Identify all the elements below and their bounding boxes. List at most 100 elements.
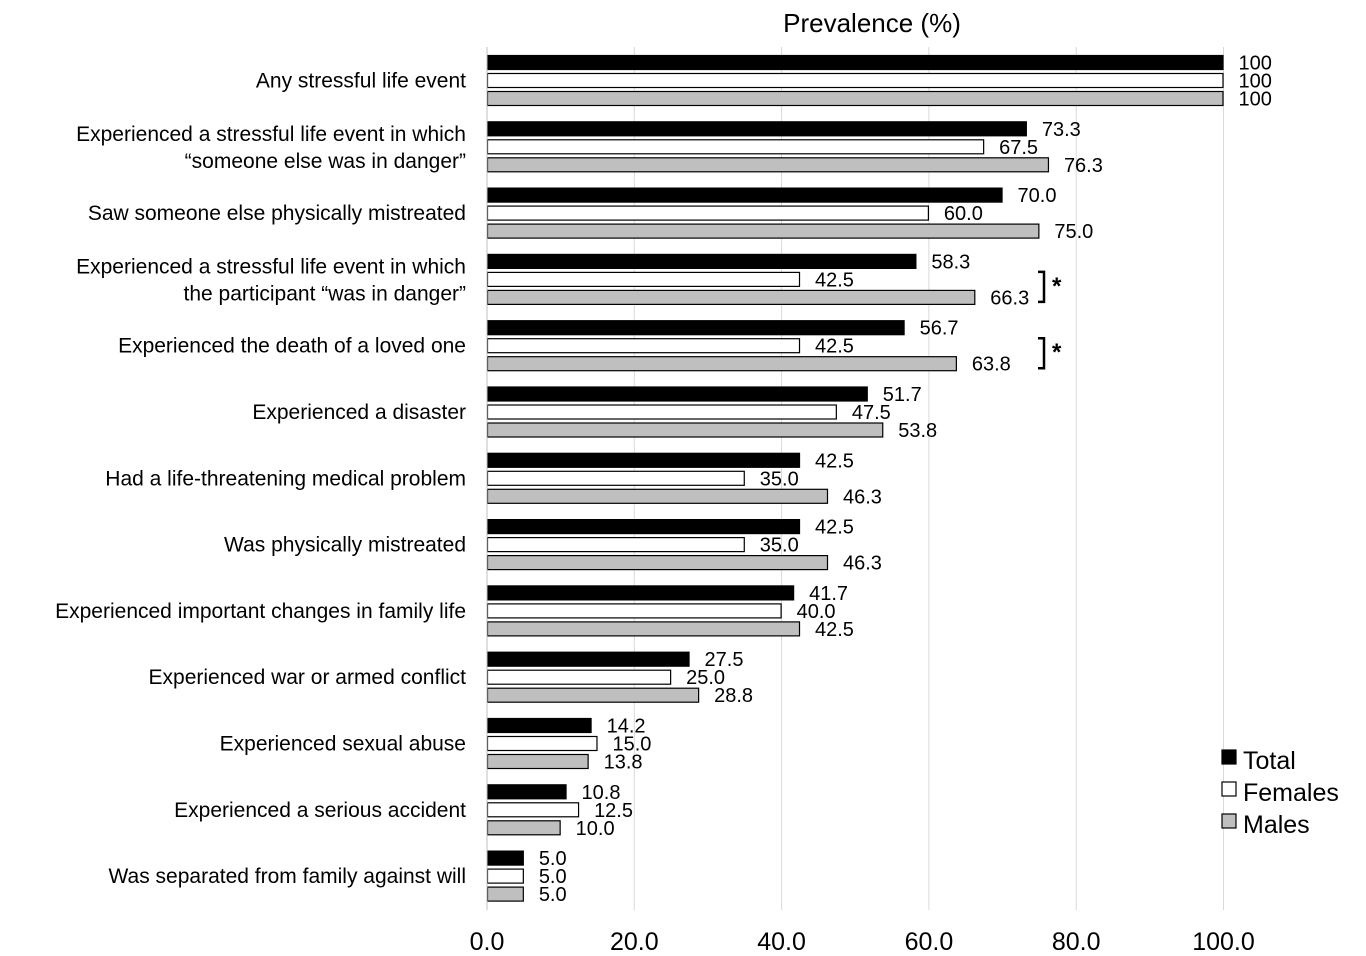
bars-layer (486, 54, 1224, 902)
category-label: Was physically mistreated (224, 534, 466, 557)
value-label-males: 76.3 (1064, 155, 1103, 177)
bar-males (486, 621, 801, 637)
value-label-males: 75.0 (1054, 221, 1093, 243)
category-label: Had a life-threatening medical problem (105, 467, 466, 490)
value-label-females: 5.0 (539, 866, 567, 888)
bar-males (486, 820, 561, 836)
value-label-females: 35.0 (760, 535, 799, 557)
bar-total (486, 253, 917, 269)
bar-males (486, 223, 1040, 239)
bar-males (486, 886, 524, 902)
bar-total (486, 54, 1224, 71)
value-label-females: 25.0 (686, 667, 725, 689)
category-label: Any stressful life event (256, 70, 466, 93)
value-label-total: 51.7 (883, 384, 922, 406)
value-label-females: 60.0 (944, 203, 983, 225)
bar-females (486, 536, 745, 553)
bar-males (486, 157, 1050, 173)
value-label-total: 10.8 (582, 782, 621, 804)
value-label-total: 100 (1239, 53, 1272, 75)
value-label-males: 13.8 (604, 752, 643, 774)
bar-females (486, 735, 598, 752)
category-label: Experienced a stressful life event in wh… (76, 123, 466, 173)
value-label-total: 27.5 (705, 649, 744, 671)
x-tick-label: 100.0 (1192, 928, 1255, 956)
bar-males (486, 422, 884, 438)
bar-females (486, 72, 1224, 89)
x-tick-label: 40.0 (757, 928, 806, 956)
value-label-females: 67.5 (999, 137, 1038, 159)
bar-males (486, 753, 589, 770)
value-label-females: 42.5 (815, 269, 854, 291)
legend-label-females: Females (1243, 779, 1339, 807)
value-label-females: 40.0 (797, 601, 836, 623)
bar-males (486, 356, 957, 372)
value-label-males: 46.3 (843, 553, 882, 575)
value-label-total: 70.0 (1018, 185, 1057, 207)
bar-total (486, 717, 592, 734)
x-tick-label: 0.0 (470, 928, 505, 956)
bar-total (486, 651, 690, 667)
chart-title: Prevalence (%) (783, 8, 961, 38)
value-label-females: 35.0 (760, 468, 799, 490)
category-label: Experienced sexual abuse (220, 733, 466, 756)
category-label: Experienced the death of a loved one (118, 335, 466, 358)
value-label-total: 14.2 (607, 716, 646, 738)
category-label-line: Experienced a stressful life event in wh… (76, 123, 466, 146)
legend-swatch-total (1221, 749, 1237, 765)
bar-total (486, 585, 795, 601)
bar-females (486, 139, 985, 155)
significance-bracket (1038, 336, 1046, 370)
bar-total (486, 452, 801, 468)
category-label: Experienced a stressful life event in wh… (76, 255, 466, 305)
bar-females (486, 271, 801, 287)
value-label-males: 42.5 (815, 619, 854, 641)
value-label-total: 41.7 (809, 583, 848, 605)
value-label-males: 66.3 (990, 287, 1029, 309)
bar-total (486, 784, 567, 800)
bar-females (486, 868, 524, 884)
value-label-total: 58.3 (931, 251, 970, 273)
value-label-total: 42.5 (815, 450, 854, 472)
category-label: Was separated from family against will (108, 865, 466, 888)
value-label-males: 10.0 (576, 818, 615, 840)
axis-layer: 0.0 20.0 40.0 60.0 80.0 100.0 (470, 47, 1255, 956)
value-label-females: 15.0 (612, 734, 651, 756)
value-label-females: 100 (1239, 71, 1272, 93)
bar-females (486, 338, 801, 354)
value-label-males: 63.8 (972, 354, 1011, 376)
legend-label-total: Total (1243, 747, 1296, 775)
legend: Total Females Males (1221, 747, 1339, 839)
category-label: Experienced a disaster (252, 401, 466, 424)
value-label-males: 53.8 (898, 420, 937, 442)
bar-total (486, 121, 1027, 137)
value-label-total: 42.5 (815, 517, 854, 539)
category-label: Experienced a serious accident (174, 799, 466, 822)
category-label-line: the participant “was in danger” (184, 282, 467, 305)
value-label-males: 5.0 (539, 884, 567, 906)
significance-marker: * (1052, 273, 1062, 300)
category-label-line: “someone else was in danger” (185, 150, 466, 173)
significance-marker: * (1052, 339, 1062, 366)
bar-females (486, 470, 745, 486)
legend-swatch-females (1221, 781, 1237, 797)
bar-total (486, 187, 1003, 203)
bar-females (486, 404, 837, 420)
x-tick-label: 60.0 (905, 928, 954, 956)
bar-total (486, 518, 801, 535)
bar-total (486, 850, 524, 866)
bar-males (486, 554, 829, 571)
value-label-males: 46.3 (843, 486, 882, 508)
value-label-females: 47.5 (852, 402, 891, 424)
bar-total (486, 386, 868, 402)
category-label-line: Experienced a stressful life event in wh… (76, 255, 466, 278)
x-tick-label: 80.0 (1052, 928, 1101, 956)
value-label-total: 56.7 (920, 318, 959, 340)
value-label-females: 12.5 (594, 800, 633, 822)
bar-males (486, 289, 976, 305)
category-label: Saw someone else physically mistreated (88, 202, 466, 225)
value-label-total: 5.0 (539, 848, 567, 870)
category-label: Experienced war or armed conflict (149, 666, 467, 689)
